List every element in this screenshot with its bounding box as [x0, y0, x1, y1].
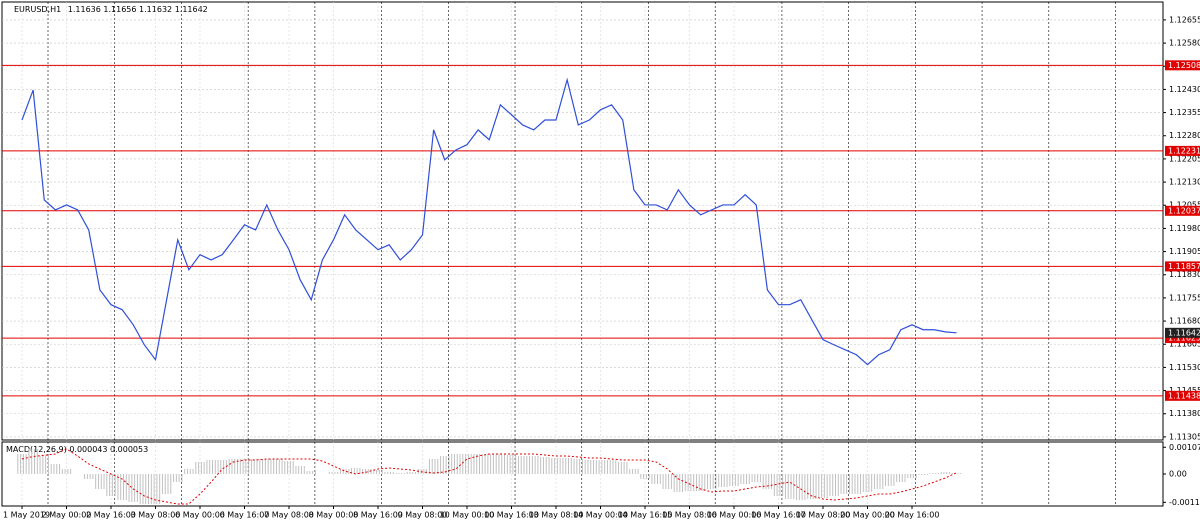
x-tick-label: 15 May 08:00: [662, 511, 717, 520]
x-tick-label: 7 May 08:00: [264, 511, 314, 520]
x-tick-label: 8 May 16:00: [353, 511, 403, 520]
y-tick-label: 1.12130: [1169, 178, 1200, 187]
level-label-box: [1165, 60, 1200, 71]
level-label: 1.12037: [1168, 206, 1200, 215]
level-label-box: [1165, 261, 1200, 272]
x-tick-label: 2 May 00:00: [42, 511, 92, 520]
level-label: 1.11857: [1168, 262, 1200, 271]
y-tick-label: 1.11380: [1169, 409, 1200, 418]
close: 1.11642: [175, 5, 208, 14]
x-tick-label: 17 May 08:00: [796, 511, 851, 520]
y-tick-label: -0.001133: [1169, 498, 1200, 507]
level-label-box: [1165, 145, 1200, 156]
y-tick-label: 1.12355: [1169, 108, 1200, 117]
y-tick-label: 1.11755: [1169, 293, 1200, 302]
price-line: [21, 77, 957, 366]
level-label-box: [1165, 390, 1200, 401]
signal-line: [21, 448, 957, 505]
y-tick-label: 1.12205: [1169, 154, 1200, 163]
chart-header: EURUSD,H1 1.11636 1.11656 1.11632 1.1164…: [14, 5, 208, 14]
macd-header: MACD(12,26,9) 0.000043 0.000053: [6, 445, 148, 454]
y-tick-label: 1.11830: [1169, 270, 1200, 279]
y-tick-label: 1.11680: [1169, 317, 1200, 326]
y-tick-label: 1.12430: [1169, 85, 1200, 94]
x-tick-label: 6 May 00:00: [175, 511, 225, 520]
level-label-box: [1165, 333, 1200, 344]
y-tick-label: 0.00: [1169, 470, 1187, 479]
x-tick-label: 16 May 00:00: [707, 511, 762, 520]
high: 1.11656: [103, 5, 136, 14]
y-tick-label: 1.11605: [1169, 340, 1200, 349]
macd-title: MACD(12,26,9): [6, 445, 67, 454]
x-tick-label: 10 May 16:00: [484, 511, 539, 520]
x-tick-label: 9 May 08:00: [398, 511, 448, 520]
main-plot-frame: [1, 1, 1164, 441]
level-label-box: [1165, 205, 1200, 216]
y-tick-label: 1.11905: [1169, 247, 1200, 256]
x-tick-label: 6 May 16:00: [220, 511, 270, 520]
y-tick-label: 1.11305: [1169, 432, 1200, 441]
signal-value: 0.000053: [110, 445, 148, 454]
level-label: 1.11625: [1168, 334, 1200, 343]
last-price-box: [1165, 327, 1200, 338]
level-label: 1.12508: [1168, 61, 1200, 70]
x-tick-label: 8 May 00:00: [309, 511, 359, 520]
y-tick-label: 1.12055: [1169, 201, 1200, 210]
y-tick-label: 1.12280: [1169, 131, 1200, 140]
x-tick-label: 10 May 00:00: [440, 511, 495, 520]
x-tick-label: 1 May 2019: [3, 511, 50, 520]
y-tick-label: 1.11530: [1169, 363, 1200, 372]
low: 1.11632: [139, 5, 172, 14]
y-tick-label: 1.12655: [1169, 15, 1200, 24]
open: 1.11636: [68, 5, 101, 14]
macd-value: 0.000043: [69, 445, 107, 454]
x-tick-label: 14 May 00:00: [573, 511, 628, 520]
level-label: 1.12231: [1168, 146, 1200, 155]
x-tick-label: 13 May 08:00: [529, 511, 584, 520]
symbol: EURUSD,H1: [14, 5, 61, 14]
x-tick-label: 14 May 16:00: [618, 511, 673, 520]
x-tick-label: 3 May 08:00: [131, 511, 181, 520]
y-tick-label: 0.00107: [1169, 443, 1200, 452]
y-tick-label: 1.11455: [1169, 386, 1200, 395]
y-tick-label: 1.12580: [1169, 39, 1200, 48]
y-tick-label: 1.11980: [1169, 224, 1200, 233]
x-tick-label: 16 May 16:00: [751, 511, 806, 520]
last-price-label: 1.11642: [1168, 328, 1200, 337]
level-label: 1.11438: [1168, 391, 1200, 400]
x-tick-label: 2 May 16:00: [86, 511, 136, 520]
x-tick-label: 20 May 16:00: [885, 511, 940, 520]
x-tick-label: 20 May 00:00: [840, 511, 895, 520]
